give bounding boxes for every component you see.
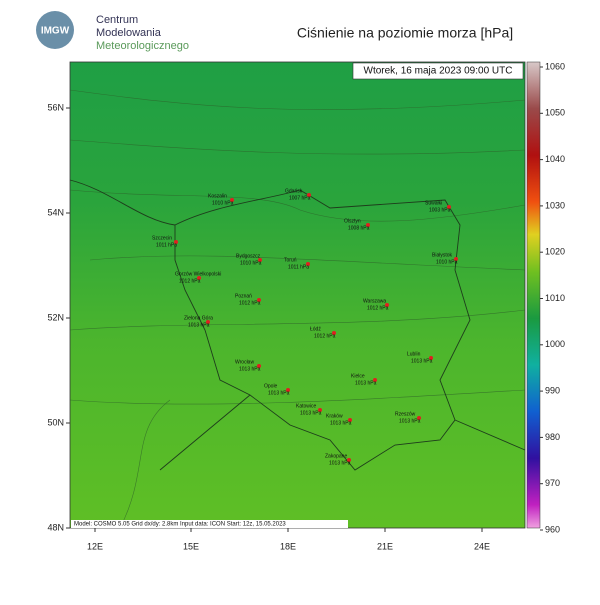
- logo-line: Centrum: [96, 14, 138, 26]
- lat-label: 50N: [47, 417, 64, 427]
- city-pressure: 1013 hPa: [188, 322, 210, 328]
- city-name: Gorzów Wielkopolski: [175, 271, 221, 277]
- lat-label: 56N: [47, 102, 64, 112]
- colorbar-label: 980: [545, 432, 560, 442]
- city-pressure: 1012 hPa: [367, 305, 389, 311]
- city-pressure: 1012 hPa: [239, 300, 261, 306]
- lat-label: 48N: [47, 522, 64, 532]
- city-name: Zielona Góra: [184, 315, 213, 321]
- city-dot: [257, 298, 261, 302]
- colorbar-label: 970: [545, 478, 560, 488]
- logo-line: Meteorologicznego: [96, 40, 189, 52]
- colorbar-label: 1040: [545, 154, 565, 164]
- city-dot: [332, 331, 336, 335]
- city-dot: [306, 262, 310, 266]
- logo-badge: IMGW: [41, 26, 70, 37]
- lon-label: 24E: [474, 541, 490, 551]
- city-dot: [373, 378, 377, 382]
- lon-label: 15E: [183, 541, 199, 551]
- city-pressure: 1013 hPa: [300, 410, 322, 416]
- colorbar-label: 1030: [545, 200, 565, 210]
- city-name: Opole: [264, 383, 278, 389]
- colorbar-label: 1060: [545, 61, 565, 71]
- city-dot: [258, 258, 262, 262]
- city-name: Kielce: [351, 373, 365, 379]
- city-dot: [307, 193, 311, 197]
- city-name: Białystok: [432, 252, 453, 258]
- lon-label: 18E: [280, 541, 296, 551]
- footer-box: [71, 520, 348, 528]
- city-dot: [318, 408, 322, 412]
- city-pressure: 1013 hPa: [239, 366, 261, 372]
- city-pressure: 1011 hPa: [288, 264, 309, 270]
- city-pressure: 1012 hPa: [179, 278, 201, 284]
- city-dot: [366, 223, 370, 227]
- city-name: Łódź: [310, 326, 321, 332]
- city-pressure: 1013 hPa: [355, 380, 377, 386]
- city-name: Rzeszów: [395, 411, 416, 417]
- logo-line: Modelowania: [96, 27, 162, 39]
- city-pressure: 1010 hPa: [240, 260, 262, 266]
- borders: [69, 179, 526, 471]
- timestamp: Wtorek, 16 maja 2023 09:00 UTC: [364, 66, 513, 77]
- city-dot: [230, 198, 234, 202]
- lon-label: 12E: [87, 541, 103, 551]
- city-name: Zakopane: [325, 453, 347, 459]
- city-name: Suwałki: [425, 200, 442, 206]
- city-dot: [447, 205, 451, 209]
- city-dot: [197, 276, 201, 280]
- city-name: Gdańsk: [285, 188, 303, 194]
- city-dot: [206, 320, 210, 324]
- city-name: Katowice: [296, 403, 317, 409]
- city-name: Lublin: [407, 351, 421, 357]
- colorbar-label: 1000: [545, 339, 565, 349]
- logo-circle: [36, 11, 74, 49]
- city-dot: [286, 388, 290, 392]
- colorbar: [526, 61, 541, 529]
- city-name: Wrocław: [235, 359, 254, 365]
- city-name: Olsztyn: [344, 218, 361, 224]
- city-pressure: 1010 hPa: [436, 259, 458, 265]
- lat-label: 54N: [47, 207, 64, 217]
- city-name: Szczecin: [152, 235, 172, 241]
- title: Ciśnienie na poziomie morza [hPa]: [297, 25, 513, 41]
- city-dot: [347, 458, 351, 462]
- city-dot: [454, 257, 458, 261]
- colorbar-label: 1020: [545, 247, 565, 257]
- colorbar-label: 990: [545, 385, 560, 395]
- city-pressure: 1003 hPa: [429, 207, 451, 213]
- city-pressure: 1010 hPa: [212, 200, 234, 206]
- city-dot: [348, 418, 352, 422]
- colorbar-label: 960: [545, 524, 560, 534]
- city-name: Poznań: [235, 293, 252, 299]
- city-pressure: 1013 hPa: [268, 390, 290, 396]
- city-dot: [417, 416, 421, 420]
- colorbar-label: 1050: [545, 108, 565, 118]
- city-name: Bydgoszcz: [236, 253, 261, 259]
- city-name: Toruń: [284, 257, 297, 263]
- city-pressure: 1011 hPa: [156, 242, 177, 248]
- city-pressure: 1013 hPa: [399, 418, 421, 424]
- isobars: [69, 89, 526, 529]
- city-pressure: 1013 hPa: [411, 358, 433, 364]
- footer: Model: COSMO 5.05 Grid dx/dy: 2.8km Inpu…: [74, 522, 286, 528]
- lat-label: 52N: [47, 312, 64, 322]
- city-dot: [174, 240, 178, 244]
- city-pressure: 1008 hPa: [348, 225, 370, 231]
- timestamp-box: [352, 62, 524, 80]
- city-name: Kraków: [326, 413, 343, 419]
- city-dot: [429, 356, 433, 360]
- city-dot: [385, 303, 389, 307]
- colorbar-label: 1010: [545, 293, 565, 303]
- city-pressure: 1012 hPa: [314, 333, 336, 339]
- city-dot: [257, 364, 261, 368]
- map-area: [69, 61, 526, 529]
- city-pressure: 1013 hPa: [330, 420, 352, 426]
- lon-label: 21E: [377, 541, 393, 551]
- city-pressure: 1013 hPa: [329, 460, 351, 466]
- city-pressure: 1007 hPa: [289, 195, 311, 201]
- city-name: Warszawa: [363, 298, 386, 304]
- city-name: Koszalin: [208, 193, 227, 199]
